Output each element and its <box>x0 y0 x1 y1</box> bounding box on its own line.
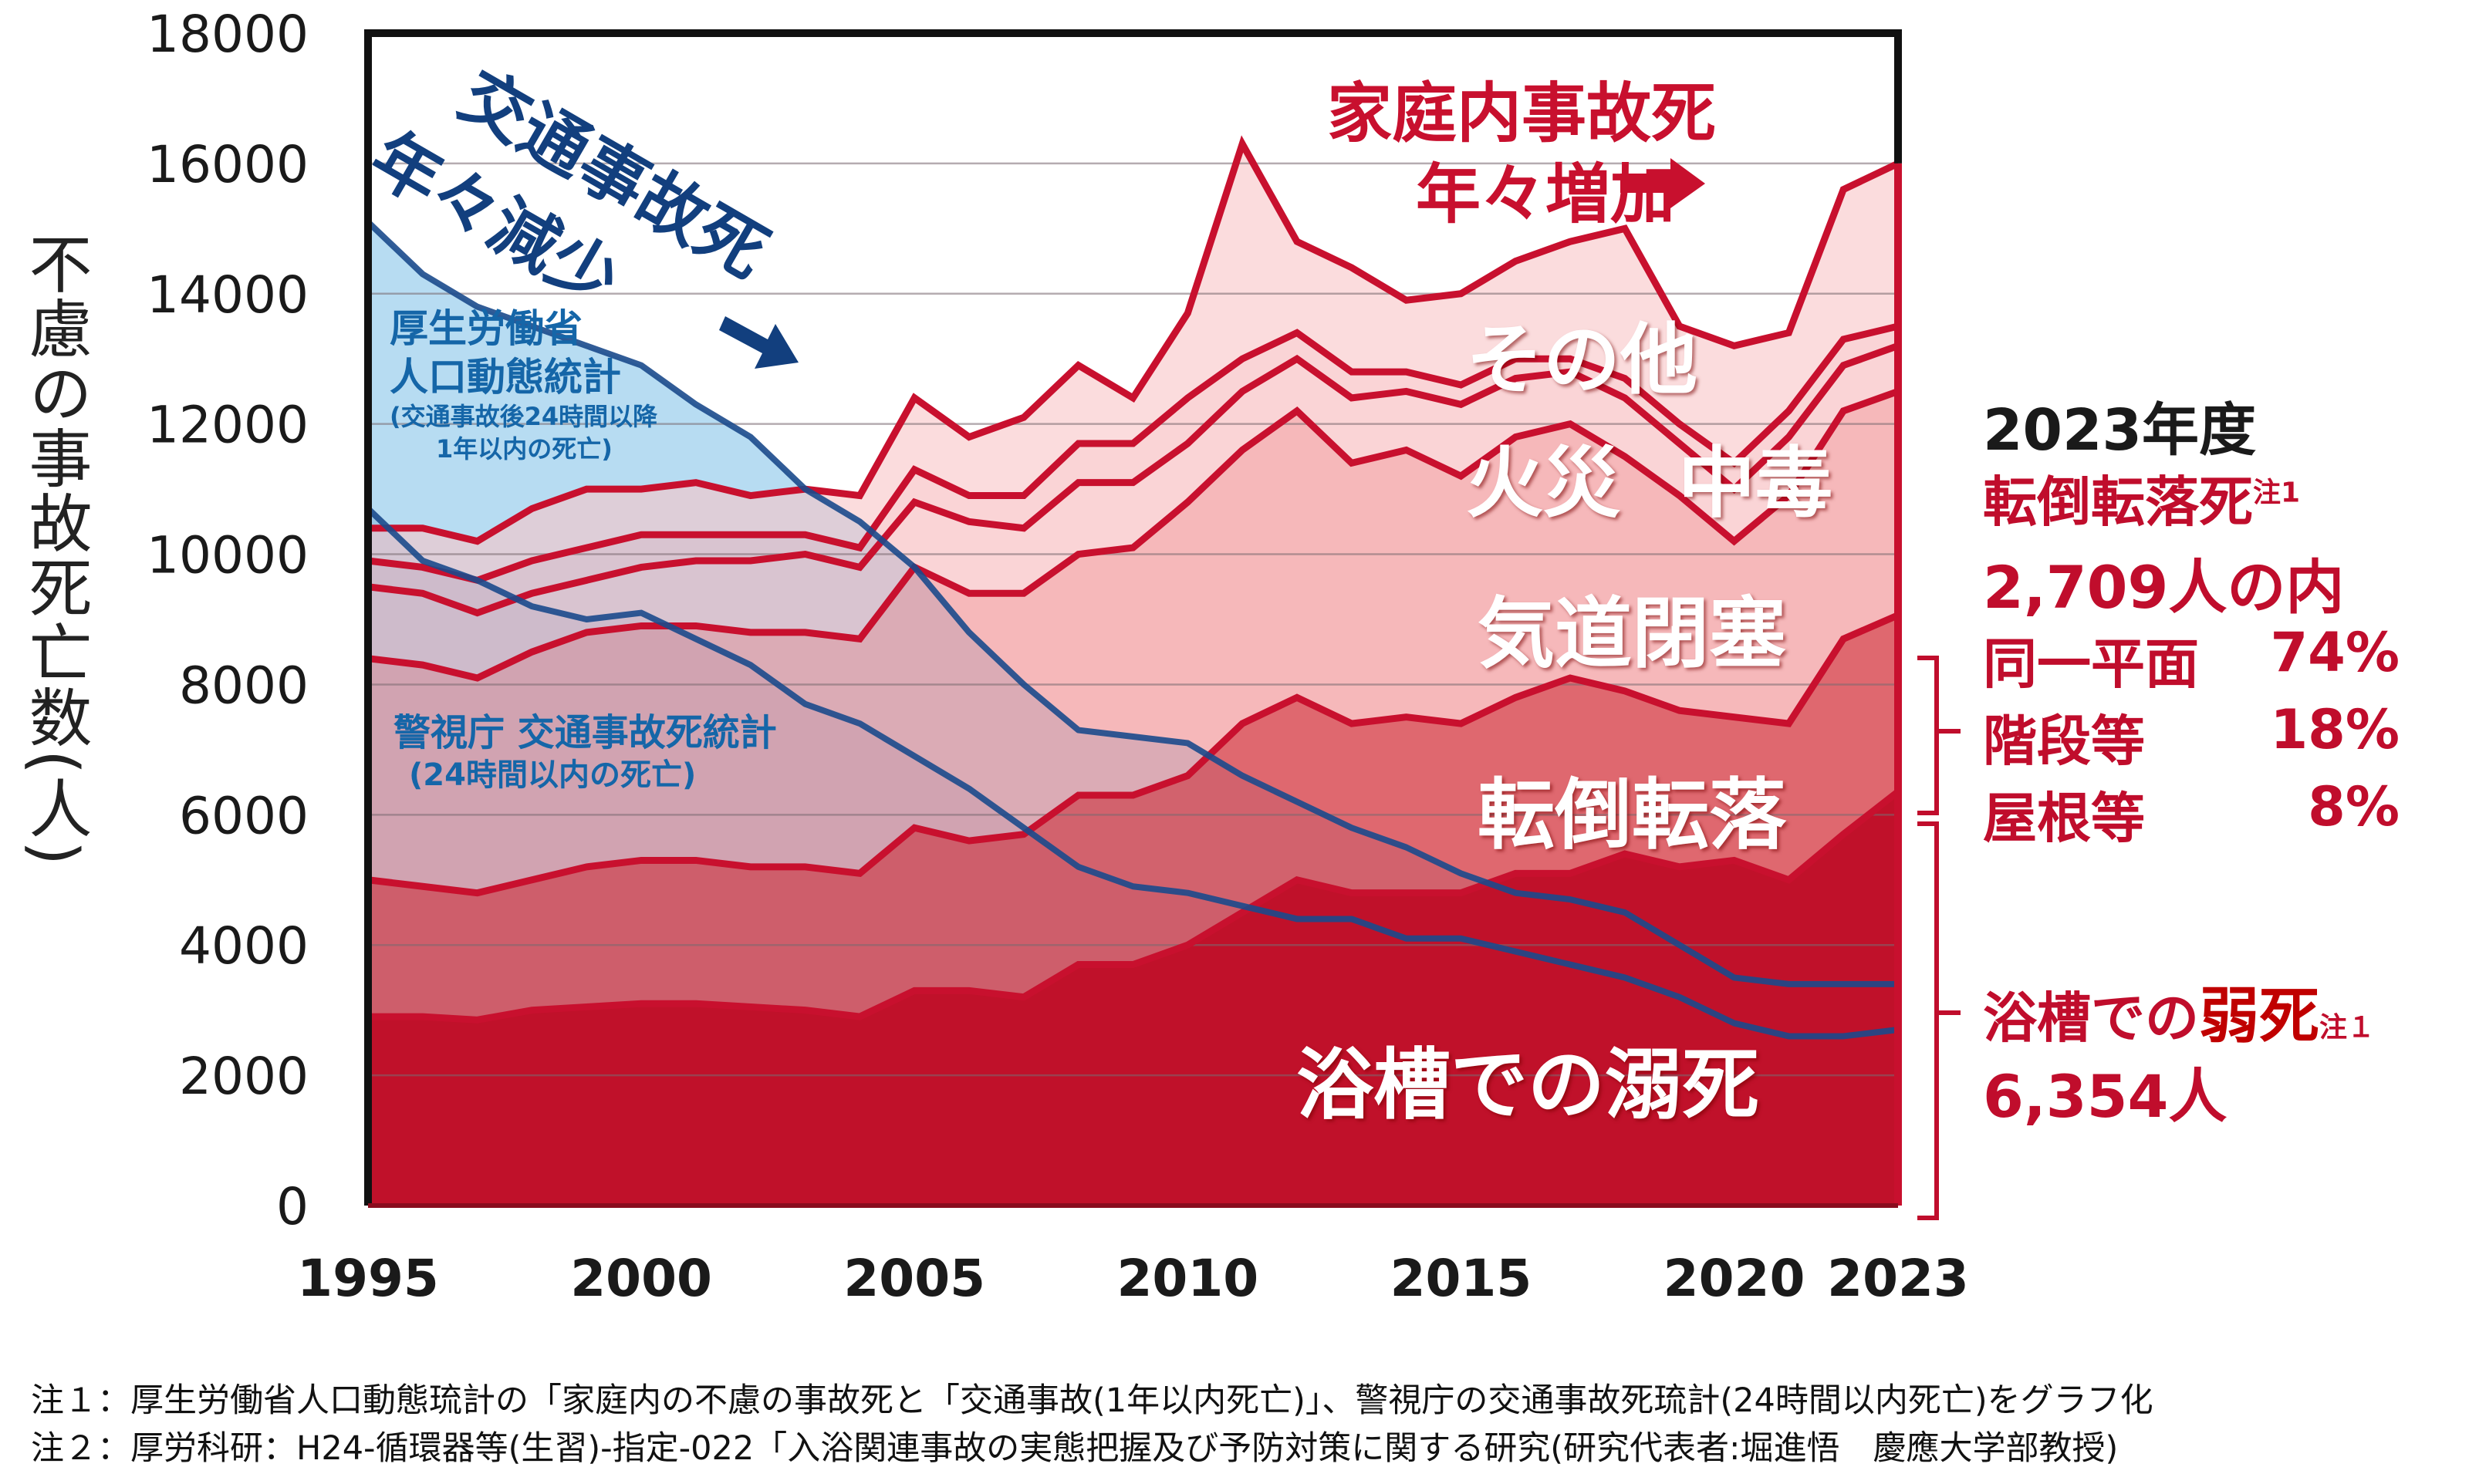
area-5 <box>368 143 1898 581</box>
series-line-5 <box>368 135 1900 545</box>
side-falls-total: 2,709人の内 <box>1983 553 2345 622</box>
y-tick-label: 4000 <box>179 916 309 976</box>
home-trend-line1: 家庭内事故死 <box>1327 76 1717 151</box>
side-bath-title: 浴槽での弱死注１ <box>1983 968 2375 1054</box>
series-line-3 <box>367 342 1900 617</box>
frame-border <box>364 29 1902 1206</box>
side-falls-title: 転倒転落死注1 <box>1983 459 2300 537</box>
breakdown-label: 同一平面 <box>1983 632 2199 696</box>
x-axis-ticks: 1995 2000 2005 2010 2015 2020 2023 <box>297 1249 1969 1308</box>
breakdown-row: 屋根等 8% <box>1983 775 2400 852</box>
area-1 <box>368 615 1898 1020</box>
falls-note: 注1 <box>2253 477 2301 509</box>
area-3 <box>368 346 1898 678</box>
traffic-line-0 <box>366 219 1898 987</box>
y-axis-ticks: 0 2000 4000 6000 8000 10000 12000 14000 16000 180… <box>147 5 309 1236</box>
home-trend-line2: 年々増加 <box>1416 157 1676 232</box>
x-tick-label: 2010 <box>1116 1249 1258 1308</box>
x-tick-label: 2005 <box>843 1249 985 1308</box>
y-tick-label: 8000 <box>179 656 309 715</box>
x-tick-label: 2023 <box>1827 1249 1969 1308</box>
mhlw-label: 厚生労働省 人口動態統計 (交通事故後24時間以降 1年以内の死亡) <box>390 305 657 465</box>
mhlw-label-line3: (交通事故後24時間以降 <box>390 402 658 431</box>
bath-note: 注１ <box>2319 1012 2376 1044</box>
y-tick-label: 18000 <box>147 5 309 64</box>
side-breakdown: 同一平面 74% 階段等 18% 屋根等 8% <box>1983 621 2400 852</box>
bath-title-b: 弱死 <box>2199 982 2320 1051</box>
breakdown-pct: 8% <box>2308 775 2400 838</box>
bath-title-a: 浴槽での <box>1983 987 2199 1050</box>
falls-bracket-tick <box>1937 729 1961 734</box>
x-tick-label: 2015 <box>1390 1249 1532 1308</box>
series-line-4 <box>367 322 1900 585</box>
label-airway: 気道閉塞 <box>1478 589 1786 679</box>
y-tick-label: 16000 <box>147 135 309 194</box>
label-fire: 火災 <box>1466 438 1620 528</box>
label-bath: 浴槽での溺死 <box>1296 1040 1759 1130</box>
home-trend-label: 家庭内事故死 年々増加 <box>1327 73 1716 235</box>
area-2 <box>368 391 1898 893</box>
breakdown-label: 階段等 <box>1983 710 2145 773</box>
bath-bracket <box>1917 821 1939 1220</box>
series-line-2 <box>367 388 1900 682</box>
y-axis-label: 不慮の事故死亡数(人) <box>18 231 91 867</box>
trend-arrows <box>719 158 1705 369</box>
side-year: 2023年度 <box>1983 397 2256 464</box>
npa-label-line1: 警視庁 交通事故死統計 <box>393 711 777 754</box>
series-lines <box>366 135 1900 1040</box>
npa-label: 警視庁 交通事故死統計 (24時間以内の死亡) <box>393 710 777 794</box>
falls-bracket <box>1917 656 1939 815</box>
footnote-2: 注２：厚労科研：H24-循環器等(生習)-指定-022「入浴関連事故の実態把握及… <box>31 1429 2119 1469</box>
breakdown-row: 同一平面 74% <box>1983 621 2400 698</box>
area-4 <box>368 326 1898 613</box>
y-tick-label: 14000 <box>147 265 309 325</box>
footnotes: 注１：厚生労働省人口動態琉計の「家庭内の不慮の事故死と「交通事故(1年以内死亡)… <box>31 1377 2153 1473</box>
traffic-line-1 <box>366 506 1899 1040</box>
label-poison: 中毒 <box>1678 438 1832 528</box>
y-tick-label: 12000 <box>147 396 309 455</box>
mhlw-label-line1: 厚生労働省 <box>390 306 583 351</box>
series-line-1 <box>367 612 1900 897</box>
side-bath-total: 6,354人 <box>1983 1062 2228 1131</box>
breakdown-pct: 18% <box>2270 698 2400 761</box>
right-arrow-icon <box>1620 158 1705 208</box>
x-tick-label: 2020 <box>1663 1249 1805 1308</box>
mhlw-label-line2: 人口動態統計 <box>390 354 621 400</box>
npa-label-line2: (24時間以内の死亡) <box>409 757 697 793</box>
x-tick-label: 2000 <box>570 1249 712 1308</box>
label-other: その他 <box>1466 315 1697 405</box>
bath-bracket-tick <box>1937 1010 1961 1015</box>
y-tick-label: 0 <box>276 1177 309 1236</box>
series-line-0 <box>368 788 1900 1024</box>
y-tick-label: 6000 <box>179 786 309 845</box>
y-tick-label: 2000 <box>179 1047 309 1106</box>
falls-title-text: 転倒転落死 <box>1983 470 2253 534</box>
y-tick-label: 10000 <box>147 526 309 585</box>
footnote-1: 注１：厚生労働省人口動態琉計の「家庭内の不慮の事故死と「交通事故(1年以内死亡)… <box>31 1381 2153 1420</box>
plot-frame <box>364 29 1902 1208</box>
down-arrow-icon <box>719 316 799 369</box>
breakdown-row: 階段等 18% <box>1983 698 2400 775</box>
breakdown-label: 屋根等 <box>1983 787 2145 850</box>
x-tick-label: 1995 <box>297 1249 439 1308</box>
breakdown-pct: 74% <box>2270 621 2400 684</box>
mhlw-label-line4: 1年以内の死亡) <box>436 433 613 464</box>
label-falls: 転倒転落 <box>1478 770 1786 860</box>
